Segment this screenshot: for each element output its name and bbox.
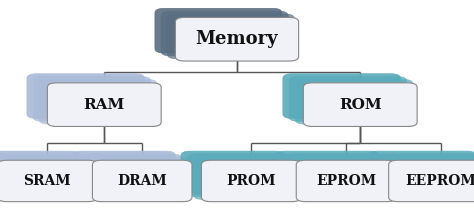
FancyBboxPatch shape (161, 11, 288, 56)
FancyBboxPatch shape (0, 157, 93, 199)
FancyBboxPatch shape (296, 160, 396, 202)
Text: EEPROM: EEPROM (405, 174, 474, 188)
FancyBboxPatch shape (289, 77, 407, 121)
FancyBboxPatch shape (72, 151, 175, 194)
FancyBboxPatch shape (193, 157, 297, 199)
FancyBboxPatch shape (368, 151, 474, 194)
FancyBboxPatch shape (201, 160, 301, 202)
FancyBboxPatch shape (33, 77, 151, 121)
FancyBboxPatch shape (0, 154, 87, 196)
FancyBboxPatch shape (187, 154, 291, 196)
Text: ROM: ROM (339, 98, 382, 112)
Text: Memory: Memory (196, 30, 278, 48)
FancyBboxPatch shape (374, 154, 474, 196)
FancyBboxPatch shape (78, 154, 182, 196)
Text: RAM: RAM (83, 98, 125, 112)
FancyBboxPatch shape (282, 154, 385, 196)
FancyBboxPatch shape (47, 83, 161, 126)
FancyBboxPatch shape (295, 79, 413, 124)
Text: PROM: PROM (227, 174, 276, 188)
Text: SRAM: SRAM (24, 174, 71, 188)
FancyBboxPatch shape (27, 74, 145, 118)
FancyBboxPatch shape (283, 74, 401, 118)
FancyBboxPatch shape (303, 83, 417, 126)
FancyBboxPatch shape (167, 14, 294, 59)
FancyBboxPatch shape (175, 17, 299, 61)
FancyBboxPatch shape (0, 151, 81, 194)
Text: DRAM: DRAM (118, 174, 167, 188)
FancyBboxPatch shape (389, 160, 474, 202)
FancyBboxPatch shape (39, 79, 157, 124)
FancyBboxPatch shape (0, 160, 97, 202)
FancyBboxPatch shape (155, 8, 282, 53)
FancyBboxPatch shape (84, 157, 188, 199)
FancyBboxPatch shape (92, 160, 192, 202)
FancyBboxPatch shape (381, 157, 474, 199)
FancyBboxPatch shape (276, 151, 379, 194)
FancyBboxPatch shape (181, 151, 284, 194)
Text: EPROM: EPROM (316, 174, 376, 188)
FancyBboxPatch shape (288, 157, 392, 199)
